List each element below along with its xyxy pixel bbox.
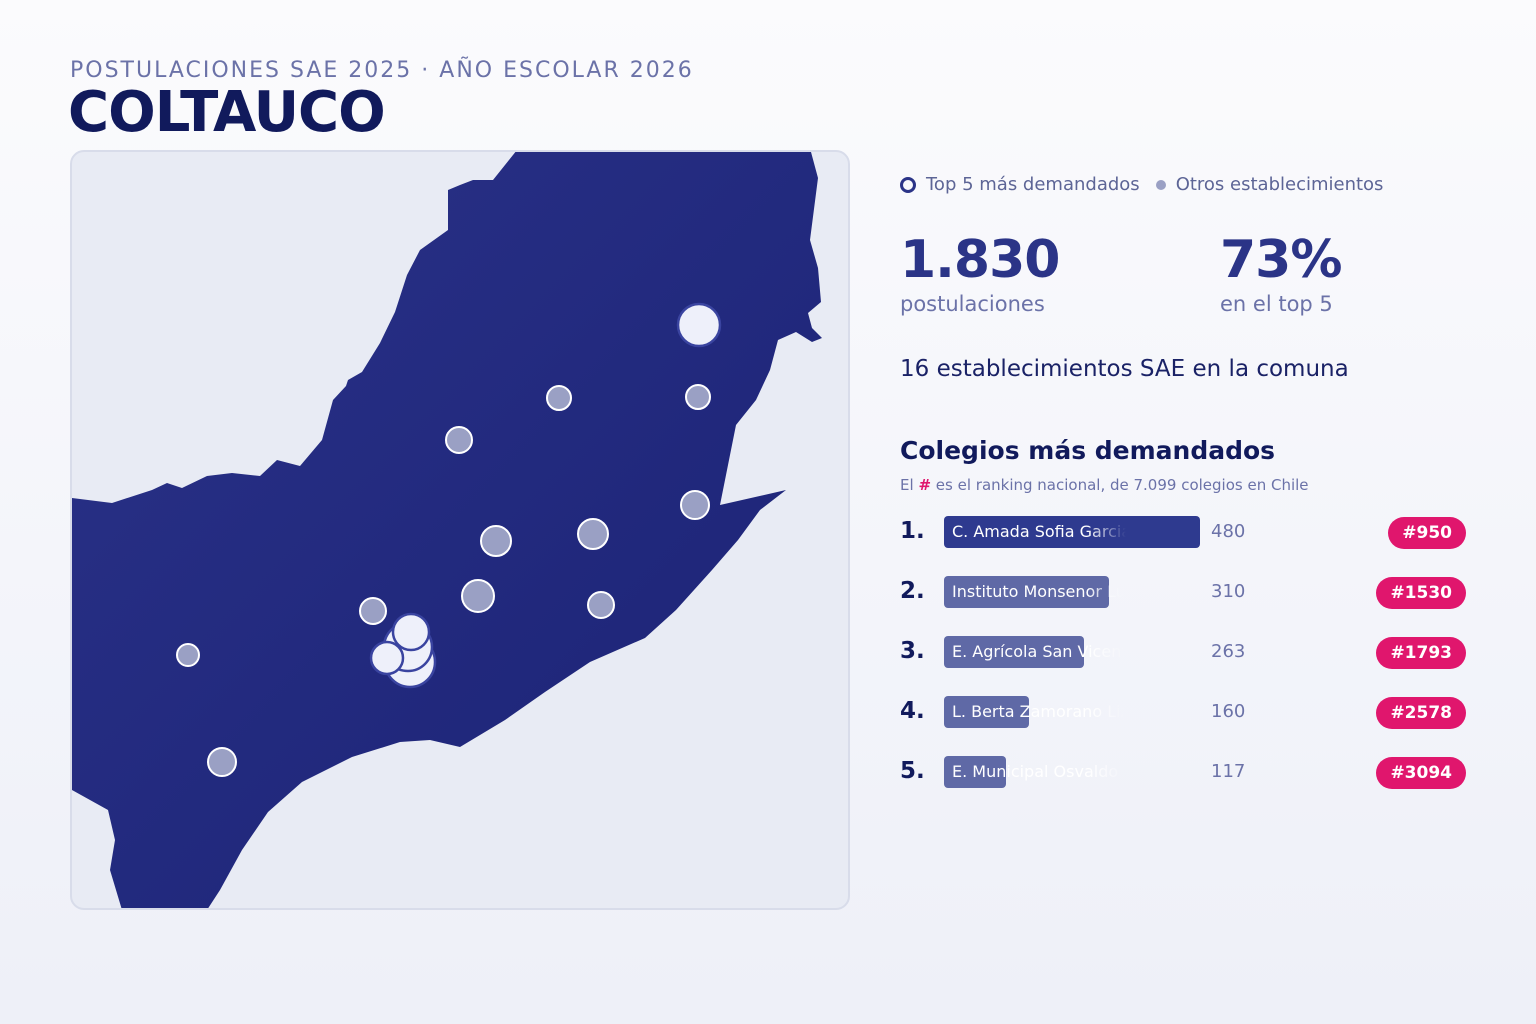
ranking-note-suffix: es el ranking nacional, de 7.099 colegio… — [935, 476, 1309, 494]
ranking-note-prefix: El — [900, 476, 914, 494]
school-marker-other[interactable] — [680, 490, 710, 520]
national-rank-badge: #1793 — [1376, 637, 1466, 669]
school-name: E. Agrícola San Vicent — [952, 642, 1126, 661]
school-marker-other[interactable] — [207, 747, 237, 777]
ring-legend-icon — [900, 176, 916, 193]
school-name: L. Berta Zamorano Liza — [952, 702, 1126, 721]
top5-share-value: 73% — [1220, 230, 1342, 290]
school-name: Instituto Monsenor Lu — [952, 582, 1126, 601]
commune-map[interactable] — [70, 150, 850, 910]
ranking-position: 2. — [900, 578, 925, 604]
ranking-note-hash: # — [918, 476, 932, 494]
national-rank-badge: #3094 — [1376, 757, 1466, 789]
top5-share-label: en el top 5 — [1220, 292, 1333, 316]
map-legend: Top 5 más demandados Otros establecimien… — [900, 174, 1383, 195]
demand-bar — [944, 696, 1029, 728]
demand-bar — [944, 756, 1006, 788]
applications-count: 117 — [1211, 761, 1246, 782]
school-marker-other[interactable] — [546, 385, 572, 411]
ranking-position: 5. — [900, 758, 925, 784]
school-marker-other[interactable] — [176, 643, 200, 667]
school-marker-other[interactable] — [445, 426, 473, 454]
ranking-row[interactable]: 3. E. Agrícola San Vicent 263 #1793 — [900, 636, 1466, 670]
applications-count: 160 — [1211, 701, 1246, 722]
school-marker-top-4[interactable] — [369, 640, 405, 676]
demand-bar — [944, 636, 1084, 668]
national-rank-badge: #950 — [1388, 517, 1466, 549]
school-marker-other[interactable] — [577, 518, 609, 550]
demand-bar — [944, 516, 1200, 548]
school-marker-other[interactable] — [587, 591, 615, 619]
school-marker-other[interactable] — [480, 525, 512, 557]
school-marker-top-3[interactable] — [391, 612, 431, 652]
ranking-row[interactable]: 2. Instituto Monsenor Lu 310 #1530 — [900, 576, 1466, 610]
ranking-note: El # es el ranking nacional, de 7.099 co… — [900, 476, 1309, 494]
legend-others-label: Otros establecimientos — [1175, 174, 1384, 195]
applications-count: 480 — [1211, 521, 1246, 542]
ranking-row[interactable]: 1. C. Amada Sofia Garcia 480 #950 — [900, 516, 1466, 550]
school-marker-other[interactable] — [685, 384, 711, 410]
school-name: C. Amada Sofia Garcia — [952, 522, 1126, 541]
applications-count: 310 — [1211, 581, 1246, 602]
ranking-position: 3. — [900, 638, 925, 664]
national-rank-badge: #2578 — [1376, 697, 1466, 729]
commune-shape — [72, 152, 822, 908]
applications-count: 263 — [1211, 641, 1246, 662]
map-panel[interactable] — [70, 150, 850, 910]
legend-top5-label: Top 5 más demandados — [926, 174, 1140, 195]
school-marker-other[interactable] — [359, 597, 387, 625]
school-name: E. Municipal Osvaldo R. — [952, 762, 1126, 781]
school-marker-other[interactable] — [461, 579, 495, 613]
ranking-position: 4. — [900, 698, 925, 724]
ranking-position: 1. — [900, 518, 925, 544]
applications-label: postulaciones — [900, 292, 1045, 316]
school-count-summary: 16 establecimientos SAE en la comuna — [900, 356, 1349, 382]
dot-legend-icon — [1155, 179, 1166, 190]
page-subtitle: POSTULACIONES SAE 2025 · AÑO ESCOLAR 202… — [70, 58, 694, 83]
ranking-title: Colegios más demandados — [900, 436, 1276, 465]
ranking-row[interactable]: 4. L. Berta Zamorano Liza 160 #2578 — [900, 696, 1466, 730]
ranking-row[interactable]: 5. E. Municipal Osvaldo R. 117 #3094 — [900, 756, 1466, 790]
school-marker-top-5[interactable] — [676, 302, 722, 348]
demand-bar — [944, 576, 1109, 608]
page-title: COLTAUCO — [68, 80, 386, 145]
applications-value: 1.830 — [900, 230, 1060, 290]
national-rank-badge: #1530 — [1376, 577, 1466, 609]
